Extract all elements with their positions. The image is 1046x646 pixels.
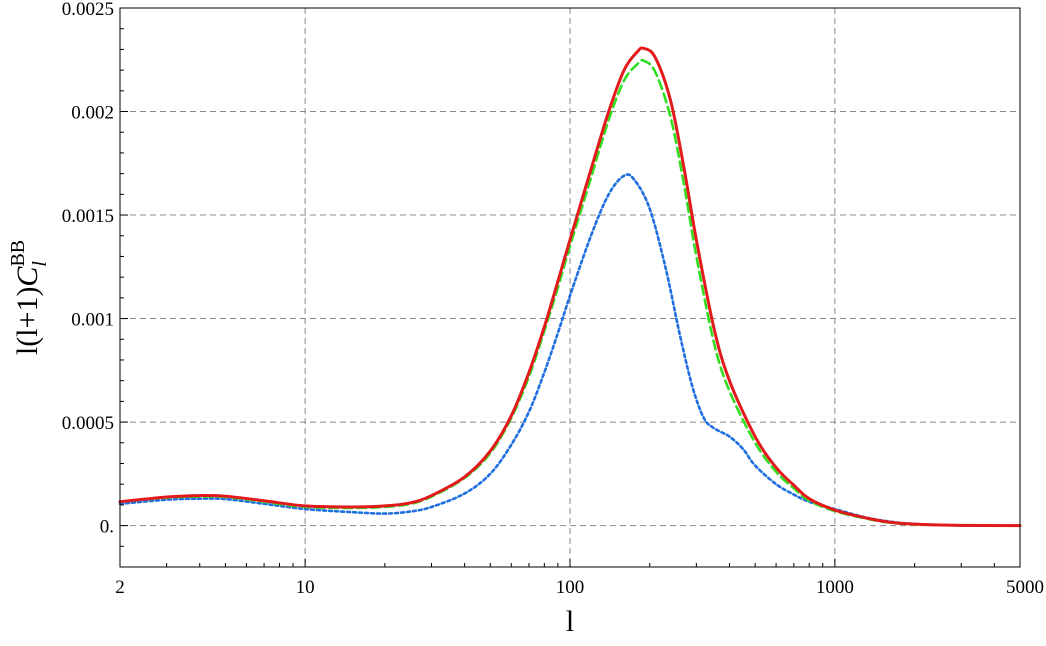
y-axis-label-subscript: l: [29, 261, 51, 267]
x-tick-label: 100: [556, 577, 585, 598]
y-tick-label: 0.0025: [62, 0, 114, 20]
y-tick-label: 0.002: [71, 103, 114, 124]
y-tick-label: 0.0005: [62, 413, 114, 434]
y-tick-label: 0.001: [71, 310, 114, 331]
y-axis-label: l(l+1)CBBl: [7, 240, 51, 355]
y-axis-label-superscript: BB: [7, 240, 29, 267]
y-tick-label: 0.: [100, 517, 114, 538]
y-axis-label-prefix: l(l+1): [11, 287, 44, 356]
series-line-dotted: [118, 173, 1022, 527]
x-tick-label: 2: [115, 577, 125, 598]
x-tick-label: 5000: [1006, 577, 1044, 598]
y-axis-label-main: C: [11, 266, 44, 287]
x-axis-label: l: [566, 605, 574, 638]
series-line-solid: [118, 46, 1022, 528]
grid-layer: [120, 8, 1020, 567]
y-tick-label: 0.0015: [62, 206, 114, 227]
x-tick-label: 10: [296, 577, 315, 598]
series-layer: [118, 46, 1022, 528]
tick-layer: 2 10 100 1000 5000 0. 0.0005 0.001 0.0015 0.002 0.…: [62, 0, 1044, 598]
x-tick-label: 1000: [816, 577, 854, 598]
